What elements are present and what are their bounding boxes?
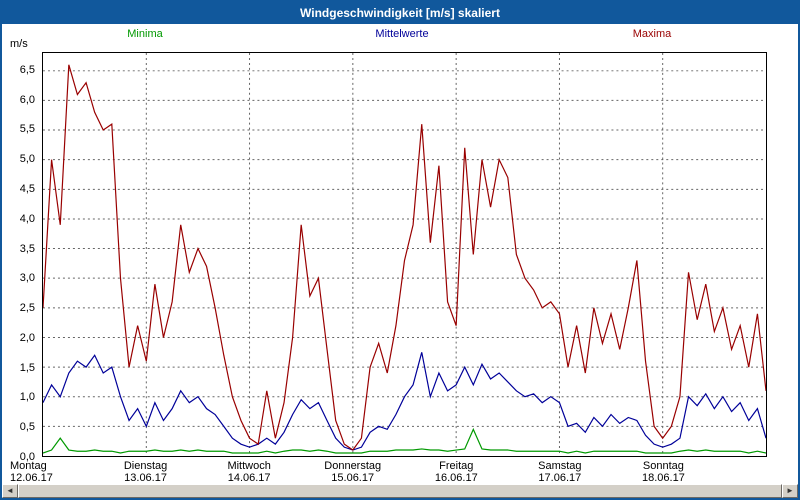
y-tick-label: 0,0 xyxy=(19,451,35,463)
y-tick-label: 6,5 xyxy=(19,63,35,76)
chart-plot-area xyxy=(42,52,767,457)
day-date: 12.06.17 xyxy=(10,472,53,484)
series-mittelwerte-line xyxy=(43,352,766,451)
x-axis-day-label: Sonntag 18.06.17 xyxy=(642,460,685,484)
y-tick-label: 1,5 xyxy=(19,361,35,374)
series-minima-line xyxy=(43,427,766,454)
scrollbar-thumb[interactable] xyxy=(18,484,782,498)
y-tick-label: 0,5 xyxy=(19,421,35,434)
y-axis-unit-label: m/s xyxy=(10,38,28,50)
window-title: Windgeschwindigkeit [m/s] skaliert xyxy=(300,6,500,20)
horizontal-scrollbar[interactable]: ◄ ► xyxy=(2,484,798,498)
legend-mittelwerte: Mittelwerte xyxy=(375,28,429,40)
day-date: 14.06.17 xyxy=(227,472,271,484)
y-tick-label: 4,0 xyxy=(19,212,35,225)
x-axis-day-label: Mittwoch 14.06.17 xyxy=(227,460,270,484)
y-tick-label: 1,0 xyxy=(19,391,35,404)
day-name: Donnerstag xyxy=(324,460,382,472)
scroll-right-button[interactable]: ► xyxy=(782,484,798,498)
scroll-left-icon: ◄ xyxy=(6,486,14,495)
x-axis-day-label: Dienstag 13.06.17 xyxy=(124,460,167,484)
y-tick-label: 5,0 xyxy=(19,153,35,166)
x-axis-day-label: Montag 12.06.17 xyxy=(10,460,53,484)
day-name: Freitag xyxy=(439,460,474,472)
y-tick-label: 6,0 xyxy=(19,93,35,106)
scroll-left-button[interactable]: ◄ xyxy=(2,484,18,498)
scroll-right-icon: ► xyxy=(786,486,794,495)
day-name: Dienstag xyxy=(123,460,168,472)
chart-legend: Minima Mittelwerte Maxima xyxy=(2,28,798,44)
day-name: Mittwoch xyxy=(227,460,271,472)
title-bar: Windgeschwindigkeit [m/s] skaliert xyxy=(2,2,798,24)
x-axis-day-label: Donnerstag 15.06.17 xyxy=(324,460,381,484)
day-name: Samstag xyxy=(538,460,582,472)
y-tick-label: 2,5 xyxy=(19,302,35,315)
day-date: 18.06.17 xyxy=(642,472,685,484)
day-date: 13.06.17 xyxy=(124,472,167,484)
day-date: 15.06.17 xyxy=(331,472,375,484)
y-tick-label: 4,5 xyxy=(19,182,35,195)
y-tick-label: 5,5 xyxy=(19,123,35,136)
y-tick-label: 3,5 xyxy=(19,242,35,255)
x-axis-day-label: Freitag 16.06.17 xyxy=(435,460,478,484)
y-tick-label: 2,0 xyxy=(19,331,35,344)
y-axis-tick-labels: 6,5 6,0 5,5 5,0 4,5 4,0 3,5 3,0 2,5 2,0 1,5 1,0 0,5 0… xyxy=(2,2,40,464)
y-tick-label: 3,0 xyxy=(19,272,35,285)
day-date: 16.06.17 xyxy=(434,472,478,484)
day-date: 17.06.17 xyxy=(538,472,582,484)
x-axis-day-label: Samstag 17.06.17 xyxy=(538,460,581,484)
series-maxima-line xyxy=(43,64,766,451)
day-name: Sonntag xyxy=(642,460,684,472)
day-name: Montag xyxy=(10,460,47,472)
legend-maxima: Maxima xyxy=(632,28,672,40)
legend-minima: Minima xyxy=(127,28,163,40)
chart-svg xyxy=(43,53,766,456)
gridlines xyxy=(43,53,766,456)
